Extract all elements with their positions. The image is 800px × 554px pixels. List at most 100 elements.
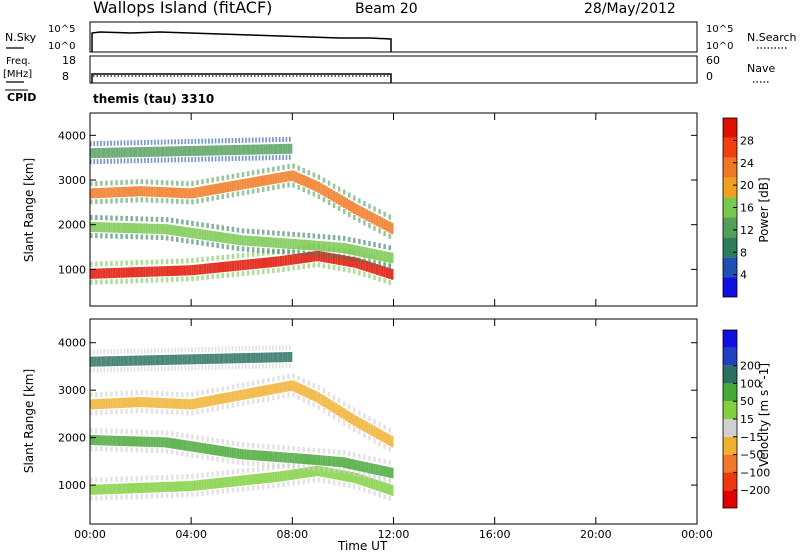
echo-cell xyxy=(302,453,305,464)
echo-cell-halo xyxy=(258,155,261,161)
echo-cell-halo xyxy=(110,261,113,267)
echo-cell-halo xyxy=(90,181,93,187)
echo-cell-halo xyxy=(150,139,153,145)
echo-cell-halo xyxy=(342,235,346,241)
echo-cell xyxy=(188,399,192,410)
echo-cell-halo xyxy=(125,215,128,221)
echo-cell xyxy=(244,259,247,270)
echo-cell xyxy=(107,268,111,279)
echo-cell-halo xyxy=(100,140,102,146)
echo-cell xyxy=(355,245,359,257)
echo-cell-halo xyxy=(292,480,295,486)
echo-cell-halo xyxy=(251,188,255,194)
echo-cell-halo xyxy=(95,233,98,239)
echo-cell xyxy=(365,209,369,221)
echo-cell-halo xyxy=(277,463,280,469)
echo-cell xyxy=(90,148,92,159)
echo-cell-halo xyxy=(105,446,108,452)
echo-cell-halo xyxy=(155,259,159,265)
echo-cell-halo xyxy=(255,137,257,143)
echo-cell-halo xyxy=(278,345,281,351)
echo-cell-halo xyxy=(272,268,275,274)
echo-cell-halo xyxy=(157,157,160,163)
echo-cell xyxy=(340,242,343,253)
echo-cell xyxy=(253,144,256,155)
echo-cell xyxy=(335,469,338,480)
echo-cell xyxy=(102,187,106,198)
echo-cell-halo xyxy=(181,237,184,243)
echo-cell-halo xyxy=(332,394,336,400)
echo-cell xyxy=(342,255,346,266)
echo-cell-halo xyxy=(267,462,270,468)
echo-cell xyxy=(117,222,121,233)
echo-cell xyxy=(378,264,381,276)
echo-cell xyxy=(380,465,384,477)
echo-cell-halo xyxy=(135,216,139,222)
echo-cell-halo xyxy=(317,252,321,258)
echo-cell xyxy=(340,470,343,481)
echo-cell-halo xyxy=(211,455,214,461)
echo-cell xyxy=(95,222,98,233)
echo-cell-halo xyxy=(241,468,245,474)
echo-cell-halo xyxy=(196,390,199,396)
echo-cell xyxy=(173,481,176,492)
echo-cell xyxy=(249,235,252,247)
echo-cell-halo xyxy=(337,468,341,474)
echo-cell-halo xyxy=(105,215,108,221)
echo-cell-halo xyxy=(160,235,164,241)
echo-cell-halo xyxy=(282,393,285,399)
power-colorbar-swatch xyxy=(723,257,737,278)
echo-cell-halo xyxy=(282,136,284,142)
echo-cell-halo xyxy=(337,253,341,259)
echo-cell xyxy=(259,386,262,397)
echo-cell xyxy=(213,478,217,489)
echo-cell xyxy=(365,260,369,272)
echo-cell xyxy=(274,256,278,267)
echo-cell-halo xyxy=(255,345,257,351)
echo-cell-halo xyxy=(373,456,376,462)
echo-cell-halo xyxy=(282,154,284,160)
y-tick-label: 4000 xyxy=(58,337,86,350)
echo-cell xyxy=(249,474,252,485)
echo-cell-halo xyxy=(226,469,230,475)
echo-cell-halo xyxy=(206,490,209,496)
echo-cell-halo xyxy=(287,373,290,379)
echo-cell-halo xyxy=(130,429,133,435)
echo-cell-halo xyxy=(287,481,290,487)
echo-cell xyxy=(350,201,354,213)
echo-cell xyxy=(92,399,96,410)
echo-cell xyxy=(182,146,185,157)
echo-cell xyxy=(145,482,149,493)
velocity-colorbar-tick-label: −50 xyxy=(740,449,763,462)
echo-cell xyxy=(380,250,384,262)
echo-cell xyxy=(132,397,136,408)
echo-cell-halo xyxy=(221,156,224,162)
echo-cell xyxy=(221,393,225,404)
echo-cell-halo xyxy=(127,158,129,164)
echo-cell-halo xyxy=(175,180,179,186)
echo-cell-halo xyxy=(231,138,234,144)
echo-cell xyxy=(330,241,333,253)
echo-cell xyxy=(231,391,235,402)
echo-cell xyxy=(116,147,119,158)
echo-cell-halo xyxy=(228,364,230,370)
echo-cell-halo xyxy=(327,180,331,186)
echo-cell-halo xyxy=(235,156,237,162)
echo-cell-halo xyxy=(211,364,214,370)
echo-cell xyxy=(310,240,313,251)
echo-cell xyxy=(203,263,207,274)
echo-cell-halo xyxy=(170,198,174,204)
echo-cell xyxy=(194,145,197,156)
echo-cell xyxy=(93,148,96,159)
echo-cell-halo xyxy=(133,366,136,372)
echo-cell xyxy=(320,241,323,252)
echo-cell xyxy=(111,147,114,158)
echo-cell-halo xyxy=(272,230,275,236)
echo-cell-halo xyxy=(143,348,146,354)
echo-cell xyxy=(231,353,234,364)
echo-cell xyxy=(138,186,141,197)
echo-cell xyxy=(370,262,374,274)
echo-cell-halo xyxy=(236,441,240,447)
echo-cell-halo xyxy=(236,253,240,259)
echo-cell xyxy=(240,353,242,364)
